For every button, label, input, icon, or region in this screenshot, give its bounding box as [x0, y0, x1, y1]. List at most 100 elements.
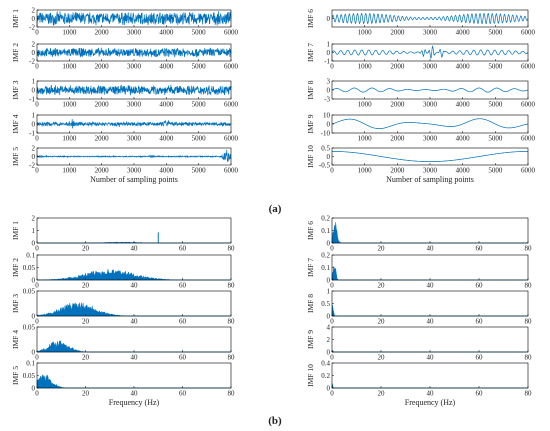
x-tick-label: 5000 — [488, 63, 503, 71]
y-tick-label: -2 — [29, 23, 35, 31]
x-tick-label: 5000 — [192, 135, 207, 143]
x-tick-label: 4000 — [456, 135, 471, 143]
x-tick-label: 4000 — [456, 29, 471, 37]
x-tick-label: 80 — [525, 390, 533, 398]
y-tick-label: 1 — [32, 111, 36, 119]
y-tick-label: 0 — [32, 49, 36, 57]
y-tick-label: 1 — [32, 77, 36, 85]
data-series — [331, 118, 529, 129]
x-tick-label: 40 — [427, 245, 435, 253]
y-tick-label: 0.2 — [321, 251, 330, 259]
axes-frame — [331, 147, 529, 166]
x-tick-label: 4000 — [159, 29, 174, 37]
y-tick-label: 0 — [32, 239, 36, 247]
x-tick-label: 3000 — [423, 63, 438, 71]
spectrum-area — [331, 266, 528, 281]
x-tick-label: 5000 — [488, 29, 503, 37]
y-tick-label: 2 — [32, 144, 36, 152]
x-tick-label: 0 — [35, 354, 39, 362]
x-tick-label: 60 — [476, 318, 484, 326]
x-tick-label: 2000 — [95, 29, 110, 37]
x-tick-label: 1000 — [62, 29, 77, 37]
data-series — [331, 12, 529, 25]
x-tick-label: 60 — [179, 318, 187, 326]
x-axis-label: Number of sampling points — [386, 175, 474, 184]
x-tick-label: 20 — [378, 354, 386, 362]
x-tick-label: 80 — [525, 245, 533, 253]
y-tick-label: 2 — [32, 6, 36, 14]
x-tick-label: 0 — [35, 63, 39, 71]
axes-frame — [331, 290, 529, 317]
y-tick-label: 0.1 — [321, 227, 330, 235]
y-tick-label: 0.5 — [321, 300, 330, 308]
subplot-spectrum-imf-7: 0 20 40 60 80 0 0.1 0.2 IMF 7 — [306, 251, 532, 289]
data-series — [36, 119, 232, 129]
x-tick-label: 2000 — [390, 101, 405, 109]
y-axis-label: IMF 1 — [11, 221, 20, 240]
x-tick-label: 80 — [228, 318, 236, 326]
x-tick-label: 2000 — [390, 135, 405, 143]
y-tick-label: 0 — [327, 49, 331, 57]
data-series — [331, 222, 528, 244]
signal-line — [36, 84, 232, 96]
x-tick-label: 0 — [330, 354, 334, 362]
subplot-spectrum-imf-10: 0 20 40 60 80 0 0.2 0.4 IMF 10 Frequency (Hz) — [306, 359, 532, 407]
x-tick-label: 20 — [82, 354, 90, 362]
y-tick-label: 0.05 — [23, 372, 36, 380]
signal-line — [331, 45, 529, 59]
subplot-spectrum-imf-9: 0 20 40 60 80 0 2 4 IMF 9 — [306, 323, 532, 361]
x-tick-label: 60 — [179, 245, 187, 253]
x-tick-label: 3000 — [127, 63, 142, 71]
y-tick-label: 3 — [327, 77, 331, 85]
signal-line — [36, 149, 232, 163]
x-tick-label: 20 — [82, 282, 90, 290]
y-axis-label: IMF 10 — [306, 364, 315, 387]
x-tick-label: 80 — [525, 354, 533, 362]
x-tick-label: 0 — [35, 390, 39, 398]
axes-frame — [331, 326, 529, 353]
x-tick-label: 40 — [131, 245, 139, 253]
x-tick-label: 40 — [131, 318, 139, 326]
y-axis-label: IMF 3 — [11, 80, 20, 99]
y-tick-label: 0 — [327, 239, 331, 247]
signal-line — [36, 47, 232, 58]
x-tick-label: 40 — [131, 354, 139, 362]
x-tick-label: 40 — [131, 282, 139, 290]
x-tick-label: 80 — [228, 245, 236, 253]
y-axis-label: IMF 4 — [11, 330, 20, 349]
y-tick-label: -2 — [29, 57, 35, 65]
y-axis-label: IMF 7 — [306, 43, 315, 62]
y-axis-label: IMF 10 — [306, 145, 315, 168]
y-axis-label: IMF 1 — [11, 9, 20, 28]
x-tick-label: 4000 — [456, 101, 471, 109]
x-tick-label: 4000 — [159, 63, 174, 71]
data-series — [36, 47, 232, 58]
x-tick-label: 0 — [330, 63, 334, 71]
y-tick-label: -3 — [324, 95, 330, 103]
x-tick-label: 60 — [476, 390, 484, 398]
x-tick-label: 20 — [378, 245, 386, 253]
x-tick-label: 2000 — [390, 63, 405, 71]
y-axis-label: IMF 4 — [11, 114, 20, 133]
y-tick-label: 0 — [32, 384, 36, 392]
y-tick-label: -0.5 — [319, 161, 331, 169]
x-tick-label: 0 — [35, 101, 39, 109]
x-tick-label: 5000 — [488, 135, 503, 143]
x-tick-label: 5000 — [192, 101, 207, 109]
x-tick-label: 6000 — [521, 63, 536, 71]
y-tick-label: 0 — [327, 86, 331, 94]
x-tick-label: 20 — [378, 282, 386, 290]
x-tick-label: 0 — [35, 245, 39, 253]
x-tick-label: 0 — [330, 167, 334, 175]
subplot-spectrum-imf-5: 0 20 40 60 80 0 0.05 0.1 IMF 5 Frequency (Hz) — [11, 359, 235, 407]
x-tick-label: 80 — [525, 318, 533, 326]
y-tick-label: 0 — [32, 348, 36, 356]
y-axis-label: IMF 2 — [11, 258, 20, 277]
y-tick-label: 4 — [327, 323, 331, 331]
x-tick-label: 5000 — [488, 167, 503, 175]
y-tick-label: 0.4 — [321, 359, 330, 367]
